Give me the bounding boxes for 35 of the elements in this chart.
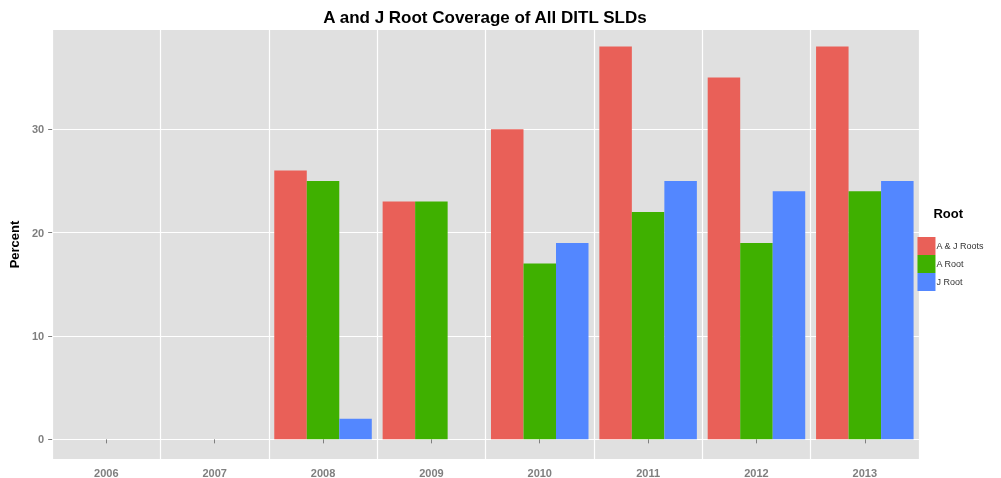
bar — [772, 191, 806, 440]
y-tick-label: 30 — [31, 123, 45, 136]
bar — [631, 211, 665, 440]
bar — [707, 77, 741, 440]
bar — [816, 46, 849, 440]
y-tick-label: 10 — [31, 329, 45, 342]
x-tick-label: 2013 — [852, 466, 878, 478]
x-tick-label: 2008 — [310, 466, 336, 478]
x-tick-label: 2007 — [202, 466, 227, 478]
bar — [339, 418, 372, 440]
bar — [306, 180, 340, 440]
bar — [490, 129, 524, 440]
bar — [382, 201, 416, 440]
y-tick-label: 20 — [31, 226, 45, 239]
chart-title: A and J Root Coverage of All DITL SLDs — [323, 8, 647, 27]
x-tick-label: 2011 — [636, 466, 661, 478]
y-tick-label: 0 — [38, 433, 45, 446]
legend-label: A Root — [936, 259, 964, 269]
bar — [415, 201, 448, 440]
bar — [274, 170, 307, 440]
y-axis-title: Percent — [7, 219, 22, 269]
bar — [556, 242, 589, 440]
x-tick-label: 2006 — [94, 466, 119, 478]
bar — [523, 263, 556, 440]
x-tick-label: 2010 — [527, 466, 552, 478]
bar — [848, 191, 882, 440]
bar — [599, 46, 632, 440]
legend-label: A & J Roots — [936, 241, 984, 251]
legend-title: Root — [933, 206, 964, 221]
bar — [740, 242, 773, 440]
x-tick-label: 2009 — [419, 466, 444, 478]
legend-label: J Root — [936, 277, 963, 287]
bar — [664, 180, 697, 440]
bar — [881, 180, 914, 440]
x-tick-label: 2012 — [744, 466, 769, 478]
